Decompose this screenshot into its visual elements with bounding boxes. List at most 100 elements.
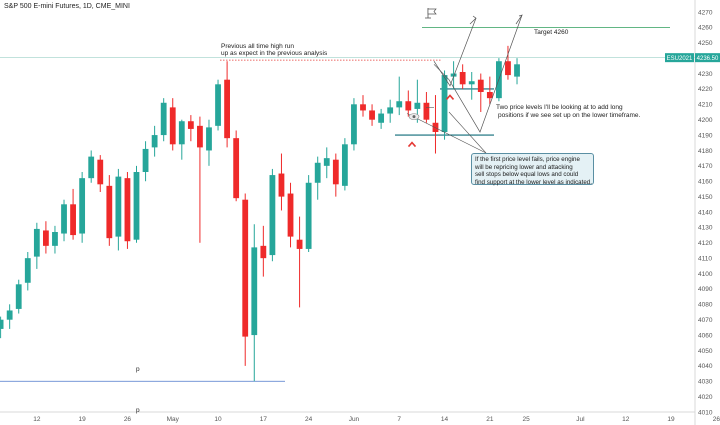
price-badge	[695, 53, 720, 63]
candle	[332, 153, 339, 197]
x-axis: 12 19 26 May 10 17 24 Jun 7 14 21 25 Jul 12 19 26	[0, 411, 720, 423]
candle-body	[468, 81, 475, 85]
candle-body	[224, 79, 230, 139]
ath-note-line-1: Previous all time high run	[221, 43, 294, 50]
candle	[514, 58, 520, 85]
y-tick-label: 4070	[698, 317, 713, 324]
scenario-note: If the first price level fails, price en…	[471, 153, 594, 186]
low-p-label: p	[136, 366, 140, 373]
candle-body	[405, 101, 412, 111]
y-tick-label: 4120	[698, 240, 713, 247]
candle-body	[459, 72, 466, 85]
candle	[169, 98, 176, 151]
candle-body	[15, 284, 22, 309]
candle	[15, 279, 22, 314]
candle	[206, 119, 212, 166]
y-tick-label: 4040	[698, 363, 713, 370]
candle-body	[169, 107, 176, 145]
candle-body	[33, 228, 40, 257]
y-tick-label: 4200	[698, 117, 713, 124]
y-tick-label: 4130	[698, 225, 713, 232]
candle-body	[351, 104, 357, 145]
candle	[133, 165, 140, 243]
x-tick-label: 24	[305, 416, 313, 423]
candle-body	[450, 73, 457, 77]
y-tick-label: 4220	[698, 86, 713, 93]
candle	[351, 98, 357, 151]
candle	[468, 72, 475, 100]
candle	[142, 141, 149, 182]
candle-body	[477, 79, 484, 92]
candle-body	[151, 135, 158, 148]
candle	[260, 225, 267, 277]
x-tick-label: 21	[486, 416, 494, 423]
candle	[396, 76, 403, 116]
symbol-badge-text: ESU2021	[667, 56, 693, 62]
arrowhead-2	[515, 14, 523, 25]
x-tick-label: 17	[260, 416, 268, 423]
candle-body	[160, 102, 167, 136]
candle	[187, 115, 194, 142]
candle	[215, 79, 221, 131]
x-tick-label: 26	[713, 416, 720, 423]
levels-note-line-2: positions if we see set up on the lower …	[498, 112, 641, 119]
candle	[432, 95, 439, 154]
eye-pupil	[412, 115, 416, 119]
ath-note-line-2: up as expect in the previous analysis	[221, 50, 328, 57]
y-tick-label: 4060	[698, 332, 713, 339]
candle-body	[24, 258, 31, 283]
x-tick-label: 12	[622, 416, 630, 423]
candle-body	[305, 182, 312, 249]
note-line-2: will be repricing lower and attacking	[475, 163, 573, 171]
candle-body	[52, 232, 58, 246]
y-tick-label: 4160	[698, 179, 713, 186]
y-tick-label: 4110	[698, 255, 712, 262]
candle-body	[6, 310, 13, 320]
y-tick-label: 4010	[698, 409, 713, 416]
candle	[305, 175, 312, 252]
candle	[278, 153, 285, 211]
x-tick-label: May	[167, 416, 180, 423]
flag-cloth	[427, 8, 437, 15]
y-tick-label: 4190	[698, 132, 713, 139]
candle-body	[278, 173, 285, 197]
candle	[450, 61, 457, 89]
y-tick-label: 4020	[698, 394, 713, 401]
candle	[88, 150, 95, 183]
note-line-3: sell stops below equal lows and could	[475, 171, 579, 179]
y-tick-label: 4260	[698, 25, 713, 32]
candle	[369, 104, 375, 126]
candle-body	[260, 245, 267, 259]
candle	[233, 130, 240, 202]
candle	[287, 182, 294, 248]
y-tick-label: 4090	[698, 286, 713, 293]
candle	[251, 224, 258, 382]
y-tick-label: 4050	[698, 348, 713, 355]
candle	[505, 45, 511, 80]
y-tick-label: 4250	[698, 40, 713, 47]
candle-body	[251, 247, 258, 336]
x-tick-label: Jun	[349, 416, 360, 423]
note-line-4: find support at the lower level as indic…	[475, 178, 592, 186]
candle-body	[414, 102, 421, 109]
candle	[6, 304, 13, 329]
y-tick-label: 4080	[698, 302, 713, 309]
note-pointer-2	[406, 113, 487, 154]
candle	[97, 155, 104, 192]
candle-body	[432, 122, 439, 132]
candle	[33, 222, 40, 269]
candle	[24, 252, 31, 291]
x-tick-label: 12	[33, 416, 41, 423]
candle-body	[233, 138, 240, 199]
candle-body	[124, 178, 131, 242]
caret-up-icon	[407, 141, 417, 148]
candle-body	[423, 102, 430, 120]
candle-body	[287, 193, 294, 237]
candle	[296, 216, 303, 308]
candle-body	[441, 75, 448, 132]
candle-body	[369, 110, 375, 120]
drawings	[406, 8, 523, 154]
candle	[242, 193, 249, 366]
y-tick-label: 4170	[698, 163, 713, 170]
y-tick-label: 4270	[698, 9, 713, 16]
